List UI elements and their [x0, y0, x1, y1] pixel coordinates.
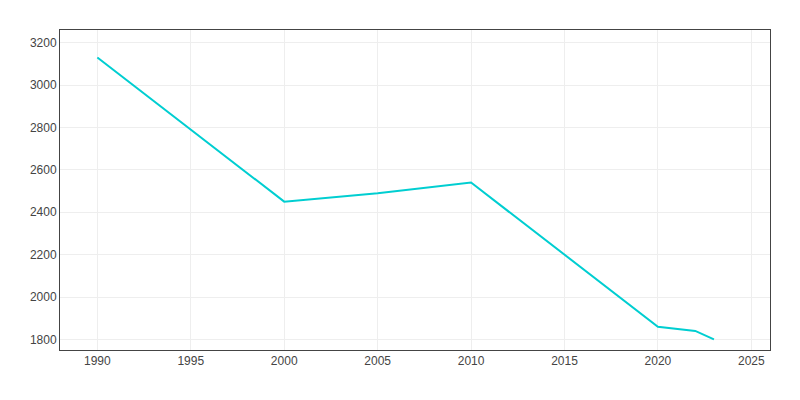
svg-text:3000: 3000: [30, 78, 57, 92]
svg-text:2800: 2800: [30, 121, 57, 135]
svg-text:2005: 2005: [364, 354, 391, 368]
svg-text:2400: 2400: [30, 205, 57, 219]
svg-text:2015: 2015: [551, 354, 578, 368]
svg-text:2600: 2600: [30, 163, 57, 177]
svg-text:2010: 2010: [458, 354, 485, 368]
svg-text:3200: 3200: [30, 36, 57, 50]
svg-text:1990: 1990: [84, 354, 111, 368]
svg-text:1800: 1800: [30, 333, 57, 347]
svg-text:2020: 2020: [645, 354, 672, 368]
svg-text:2000: 2000: [30, 290, 57, 304]
svg-text:1995: 1995: [177, 354, 204, 368]
svg-text:2025: 2025: [738, 354, 765, 368]
svg-text:2000: 2000: [271, 354, 298, 368]
svg-text:2200: 2200: [30, 248, 57, 262]
